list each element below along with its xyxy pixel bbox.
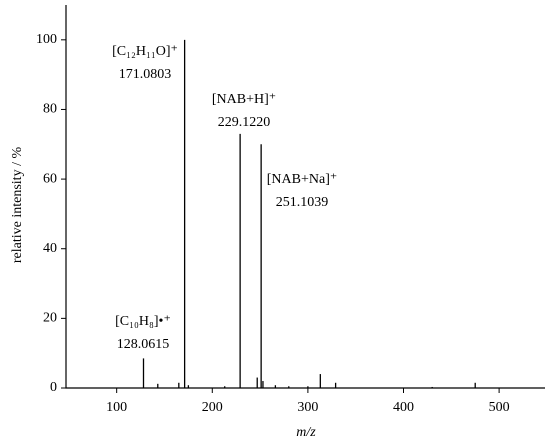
peak-annotation: [C₁₂H₁₁O]⁺ [112, 44, 178, 59]
peak-annotation: [NAB+Na]⁺ [267, 172, 338, 187]
peak-mass: 251.1039 [276, 195, 329, 210]
x-tick-label: 300 [297, 400, 318, 415]
x-tick-label: 200 [202, 400, 223, 415]
y-tick-label: 100 [36, 32, 57, 47]
y-tick-label: 0 [50, 380, 57, 395]
peak-annotation: [NAB+H]⁺ [212, 92, 276, 107]
peak-mass: 229.1220 [218, 115, 271, 130]
y-tick-label: 60 [43, 171, 57, 186]
y-tick-label: 40 [43, 241, 57, 256]
x-tick-label: 400 [393, 400, 414, 415]
x-tick-label: 100 [106, 400, 127, 415]
peak-mass: 128.0615 [117, 337, 170, 352]
x-tick-label: 500 [489, 400, 510, 415]
peak-mass: 171.0803 [119, 67, 172, 82]
x-axis-label: m/z [296, 425, 316, 440]
y-tick-label: 80 [43, 102, 57, 117]
y-tick-label: 20 [43, 311, 57, 326]
y-axis-label: relative intensity / % [10, 147, 25, 264]
peak-annotation: [C₁₀H₈]•⁺ [115, 314, 171, 329]
